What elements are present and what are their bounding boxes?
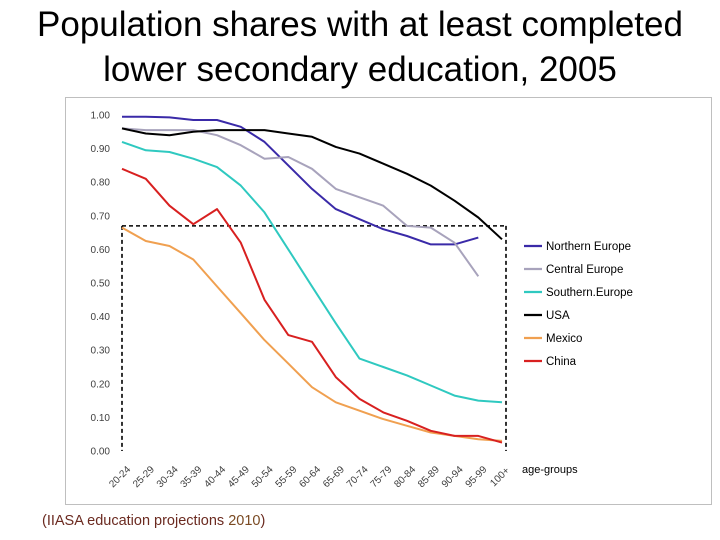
- source-note: (IIASA education projections 2010): [42, 513, 265, 529]
- line-chart: 0.00 0.10 0.20 0.30 0.40 0.50 0.60 0.70 0.80 0.90…: [65, 97, 712, 505]
- x-axis-title: age-groups: [522, 464, 578, 476]
- y-tick-label: 0.60: [91, 245, 111, 256]
- y-tick-label: 0.50: [91, 279, 111, 290]
- x-tick-label: 70-74: [345, 464, 371, 490]
- y-tick-label: 1.00: [91, 111, 111, 122]
- legend-label: USA: [546, 310, 570, 322]
- source-year: 2010: [228, 513, 261, 529]
- x-tick-label: 50-54: [250, 464, 276, 490]
- series-line-usa: [121, 127, 503, 241]
- x-tick-label: 85-89: [416, 464, 442, 490]
- x-tick-label: 60-64: [297, 464, 323, 490]
- x-tick-label: 20-24: [107, 464, 133, 490]
- x-tick-label: 100+: [488, 465, 512, 489]
- x-tick-label: 80-84: [392, 464, 418, 490]
- x-tick-label: 35-39: [179, 464, 205, 490]
- chart-canvas: 0.00 0.10 0.20 0.30 0.40 0.50 0.60 0.70 0.80 0.90…: [91, 111, 633, 491]
- x-tick-label: 90-94: [440, 464, 466, 490]
- y-tick-label: 0.80: [91, 178, 111, 189]
- series-line-china: [121, 167, 503, 444]
- x-tick-label: 65-69: [321, 464, 347, 490]
- source-prefix: (IIASA education projections: [42, 513, 229, 529]
- y-tick-label: 0.90: [91, 144, 111, 155]
- series-line-southern-europe: [121, 140, 503, 404]
- legend-label: Central Europe: [546, 264, 623, 276]
- series-line-mexico: [121, 226, 503, 442]
- x-tick-label: 30-34: [155, 464, 181, 490]
- series-line-central-europe: [121, 127, 480, 277]
- x-tick-label: 40-44: [202, 464, 228, 490]
- legend-label: China: [546, 356, 577, 368]
- x-tick-label: 75-79: [369, 464, 395, 490]
- y-tick-label: 0.40: [91, 312, 111, 323]
- y-tick-label: 0.00: [91, 447, 111, 458]
- x-tick-label: 45-49: [226, 464, 252, 490]
- y-tick-label: 0.20: [91, 379, 111, 390]
- source-suffix: ): [260, 513, 266, 529]
- y-tick-label: 0.30: [91, 346, 111, 357]
- slide-title: Population shares with at least complete…: [37, 5, 683, 89]
- series-line-northern-europe: [122, 115, 479, 246]
- x-tick-label: 95-99: [464, 464, 490, 490]
- y-tick-label: 0.70: [91, 211, 111, 222]
- legend-label: Northern Europe: [546, 241, 631, 253]
- y-tick-label: 0.10: [91, 413, 111, 424]
- legend-label: Mexico: [546, 333, 582, 345]
- legend-label: Southern.Europe: [546, 287, 633, 299]
- x-tick-label: 55-59: [274, 464, 300, 490]
- x-tick-label: 25-29: [131, 464, 157, 490]
